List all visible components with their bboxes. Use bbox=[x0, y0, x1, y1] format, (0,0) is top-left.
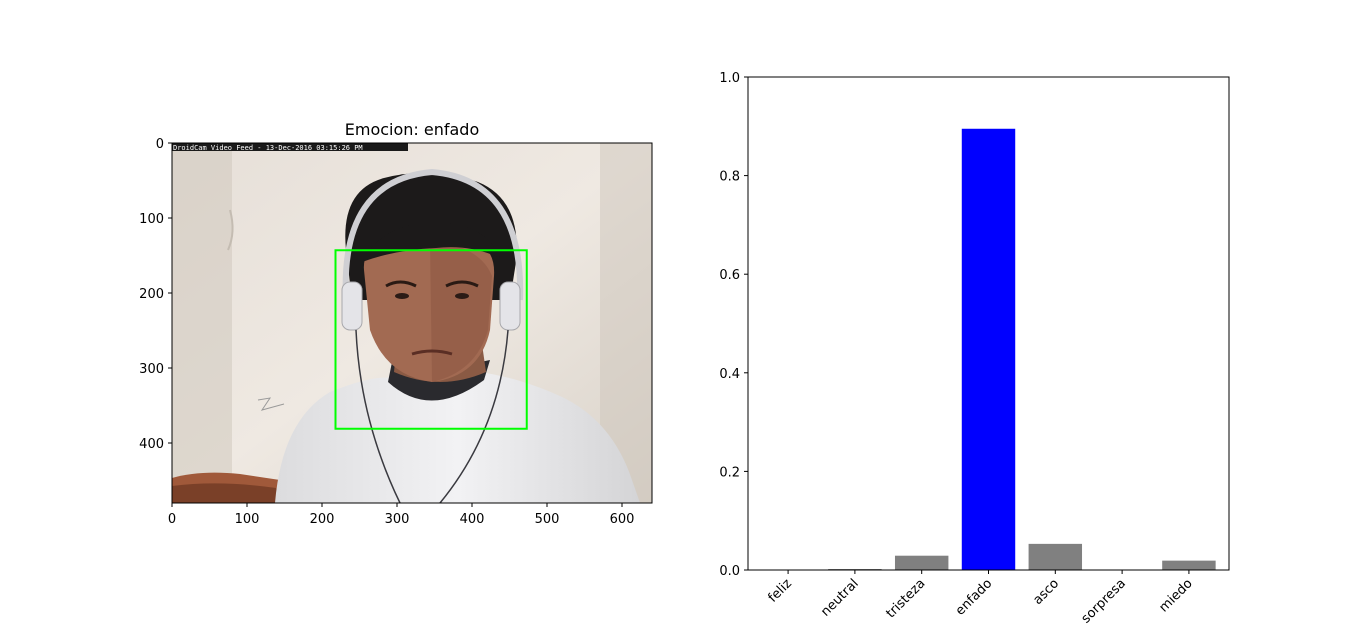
bar-y-axis-ticks: 0.0 0.2 0.4 0.6 0.8 1.0 bbox=[719, 71, 748, 579]
bar-x-tick-label: enfado bbox=[953, 576, 995, 618]
image-x-tick-label: 100 bbox=[235, 512, 260, 527]
image-x-tick-label: 600 bbox=[610, 512, 635, 527]
image-x-tick-label: 400 bbox=[460, 512, 485, 527]
bar-miedo bbox=[1162, 560, 1216, 570]
face-detection-box bbox=[334, 249, 528, 430]
bar-x-tick-label: tristeza bbox=[883, 576, 928, 621]
image-y-tick-label: 300 bbox=[139, 362, 164, 377]
bar-x-tick-label: feliz bbox=[765, 576, 795, 606]
bar-y-tick-label: 0.2 bbox=[719, 465, 740, 480]
video-overlay-caption: DroidCam Video Feed - 13-Dec-2016 03:15:… bbox=[173, 144, 363, 152]
image-y-tick-label: 400 bbox=[139, 437, 164, 452]
bar-x-axis-ticks: feliz neutral tristeza enfado asco sorpresa mi… bbox=[765, 570, 1196, 627]
image-x-tick-label: 200 bbox=[310, 512, 335, 527]
bar-tristeza bbox=[894, 555, 949, 570]
bar-y-tick-label: 1.0 bbox=[719, 71, 740, 86]
image-y-axis-ticks: 0 100 200 300 400 bbox=[139, 137, 172, 452]
image-y-tick-label: 100 bbox=[139, 212, 164, 227]
bar-y-tick-label: 0.8 bbox=[719, 170, 740, 185]
bar-series bbox=[828, 128, 1216, 570]
webcam-photo: DroidCam Video Feed - 13-Dec-2016 03:15:… bbox=[171, 142, 653, 504]
bar-y-tick-label: 0.6 bbox=[719, 268, 740, 283]
image-y-tick-label: 0 bbox=[156, 137, 164, 152]
image-y-tick-label: 200 bbox=[139, 287, 164, 302]
image-x-axis-ticks: 0 100 200 300 400 500 600 bbox=[168, 503, 635, 527]
image-x-tick-label: 300 bbox=[385, 512, 410, 527]
emotion-bar-chart: 0.0 0.2 0.4 0.6 0.8 1.0 feliz neutral tristeza e… bbox=[719, 71, 1230, 627]
bar-x-tick-label: sorpresa bbox=[1079, 576, 1129, 626]
bar-enfado bbox=[961, 128, 1016, 570]
image-panel-title: Emocion: enfado bbox=[345, 120, 480, 139]
image-x-tick-label: 0 bbox=[168, 512, 176, 527]
bar-asco bbox=[1028, 543, 1083, 570]
image-x-tick-label: 500 bbox=[535, 512, 560, 527]
webcam-image-panel: Emocion: enfado bbox=[139, 120, 653, 527]
bar-x-tick-label: miedo bbox=[1157, 576, 1196, 615]
bar-y-tick-label: 0.4 bbox=[719, 367, 740, 382]
bar-x-tick-label: asco bbox=[1030, 576, 1062, 608]
bar-y-tick-label: 0.0 bbox=[719, 564, 740, 579]
bar-x-tick-label: neutral bbox=[818, 576, 861, 619]
